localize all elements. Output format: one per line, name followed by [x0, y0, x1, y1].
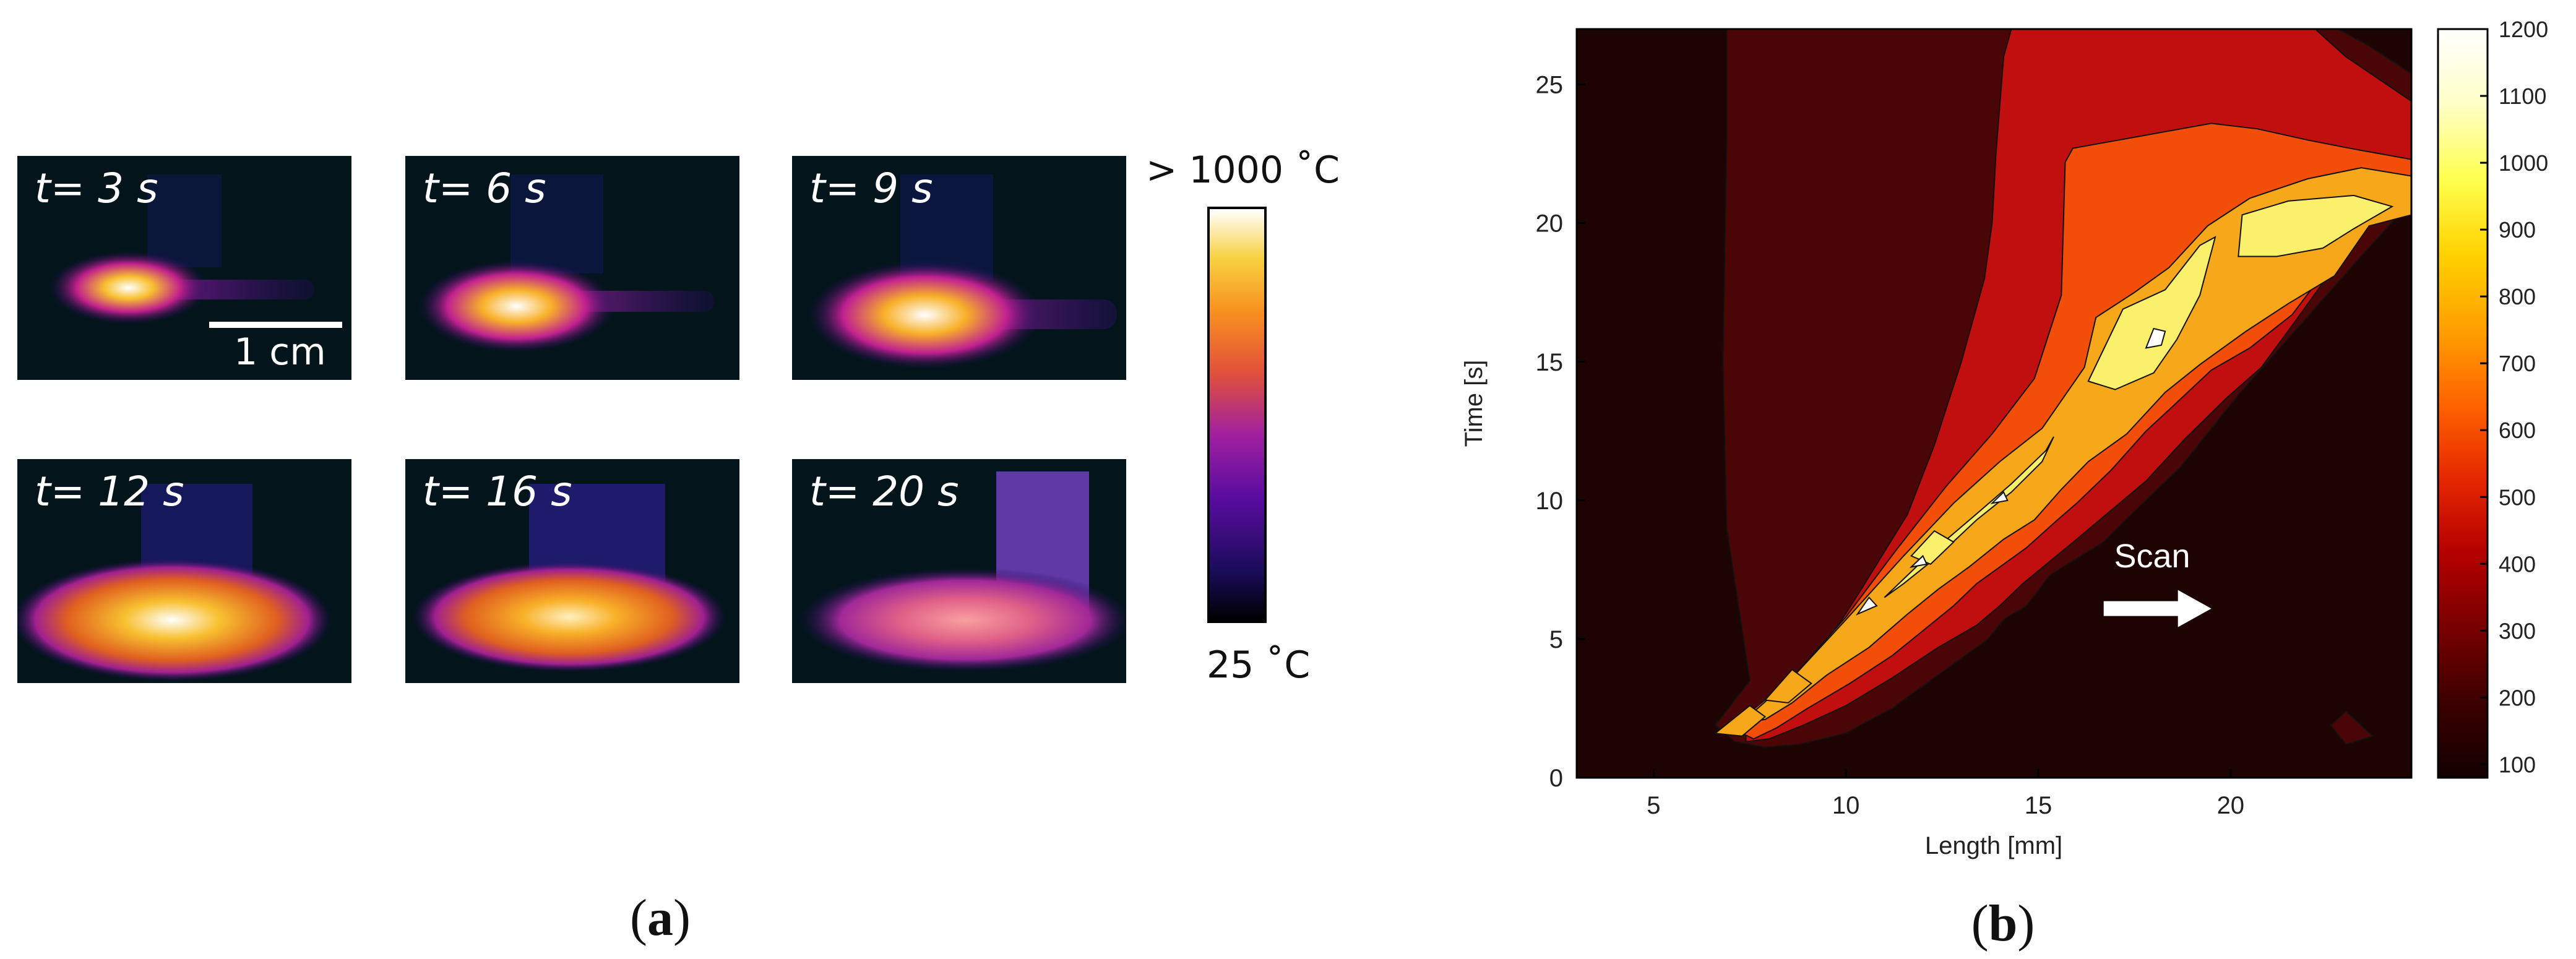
frame-time-label: t= 12 s — [35, 468, 184, 515]
colorbar-tick-label: 900 — [2499, 217, 2536, 243]
colorbar-ticks: 100 200 300 400 500 600 700 800 900 1000 1100 1200 — [2480, 17, 2548, 777]
thermal-frame: t= 3 s 1 cm — [17, 156, 351, 380]
thermal-frame-image — [48, 174, 314, 325]
contour-plot-area — [1577, 29, 2411, 778]
thermal-frame: t= 9 s — [792, 156, 1126, 380]
colorbar-tick-label: 700 — [2499, 351, 2536, 376]
contour-level-800 — [1713, 705, 1767, 737]
thermal-frame: t= 16 s — [405, 459, 739, 683]
contour-level-1000 — [2087, 236, 2216, 390]
x-tick-label: 15 — [2025, 792, 2053, 819]
scan-label: Scan — [2114, 538, 2190, 575]
contour-level-1150 — [1855, 596, 1878, 616]
y-tick-label: 15 — [1536, 349, 1564, 376]
x-axis-label: Length [mm] — [1925, 832, 2062, 859]
frame-time-label: t= 20 s — [809, 468, 959, 515]
contour-level-800 — [1764, 668, 1812, 704]
scan-annotation: Scan — [2103, 538, 2212, 627]
panel-a-thermal-frames: t= 3 s 1 cm t= 6 s — [17, 148, 1340, 947]
thermal-frame: t= 12 s — [17, 459, 351, 683]
thermal-colorbar — [1207, 207, 1267, 623]
frame-time-label: t= 3 s — [35, 165, 158, 212]
plot-frame — [1575, 28, 2413, 779]
y-tick-label: 10 — [1536, 488, 1564, 515]
colorbar-tick-label: 1100 — [2499, 84, 2546, 109]
y-axis: 0 5 10 15 20 25 — [1536, 72, 1585, 792]
colorbar-tick-label: 1200 — [2499, 17, 2548, 42]
colorbar-tick-label: 600 — [2499, 418, 2536, 443]
y-tick-label: 0 — [1549, 765, 1563, 792]
subfigure-label-b: (b) — [1971, 895, 2035, 952]
contour-level-1150 — [2145, 327, 2166, 349]
contour-level-1150 — [1990, 491, 2009, 504]
contour-level-1000 — [2238, 194, 2394, 257]
colorbar-tick-label: 200 — [2499, 685, 2536, 710]
colorbar — [2437, 28, 2489, 779]
x-tick-label: 20 — [2217, 792, 2245, 819]
subfigure-label-a: (a) — [630, 889, 691, 947]
thermal-frame: t= 20 s — [792, 459, 1126, 683]
contour-level-1150 — [1909, 554, 1928, 568]
y-axis-label: Time [s] — [1460, 360, 1488, 447]
colorbar-tick-label: 800 — [2499, 284, 2536, 309]
thermal-frame: t= 6 s — [405, 156, 739, 380]
frame-time-label: t= 16 s — [423, 468, 572, 515]
y-tick-label: 25 — [1536, 72, 1564, 99]
colorbar-tick-label: 100 — [2499, 752, 2536, 777]
contour-level-200 — [2330, 710, 2374, 746]
colorbar-tick-label: 500 — [2499, 484, 2536, 510]
frame-time-label: t= 6 s — [423, 165, 546, 212]
colorbar-tick-label: 300 — [2499, 618, 2536, 643]
scan-arrow-icon — [2103, 590, 2212, 627]
frame-time-label: t= 9 s — [809, 165, 933, 212]
contour-level-800 — [1740, 167, 2411, 723]
scale-bar-label: 1 cm — [234, 330, 326, 374]
colorbar-min-label: 25 ˚C — [1207, 643, 1311, 687]
colorbar-tick-label: 400 — [2499, 551, 2536, 577]
colorbar-tick-label: 1000 — [2499, 150, 2548, 176]
x-axis: 5 10 15 20 — [1647, 769, 2244, 819]
x-tick-label: 5 — [1647, 792, 1660, 819]
y-tick-label: 5 — [1549, 626, 1563, 653]
x-tick-label: 10 — [1832, 792, 1860, 819]
scale-bar — [209, 322, 342, 328]
colorbar-max-label: > 1000 ˚C — [1146, 148, 1340, 192]
y-tick-label: 20 — [1536, 210, 1564, 238]
